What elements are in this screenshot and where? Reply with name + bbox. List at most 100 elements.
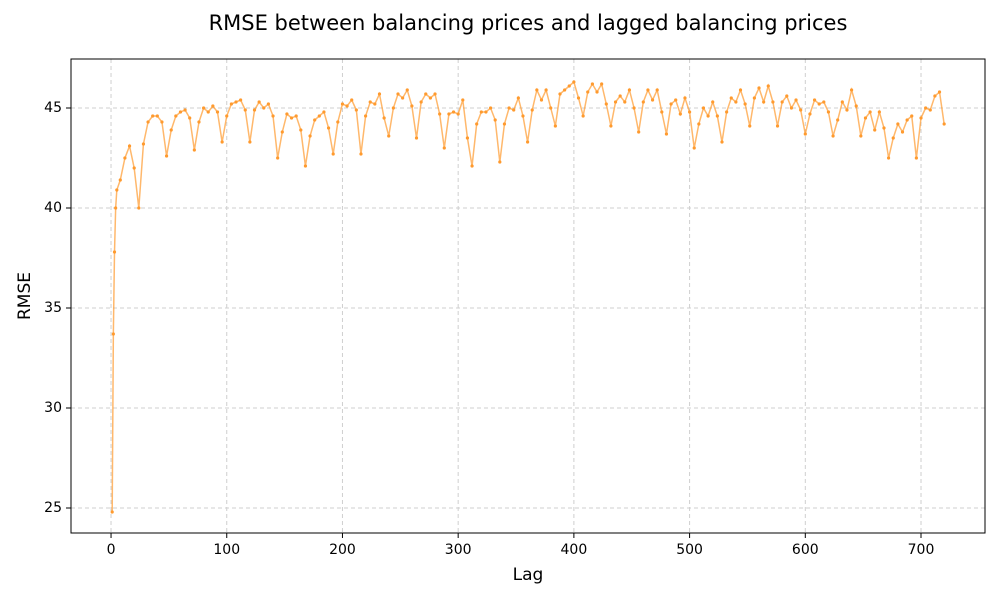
data-point: [308, 134, 312, 138]
data-point: [868, 110, 872, 114]
data-point: [461, 98, 465, 102]
data-point: [618, 94, 622, 98]
data-point: [211, 104, 215, 108]
data-point: [141, 142, 146, 146]
data-point: [887, 156, 891, 160]
data-point: [475, 122, 479, 126]
data-point: [243, 108, 247, 112]
data-point: [465, 136, 470, 140]
data-point: [641, 100, 645, 104]
data-point: [766, 84, 770, 88]
data-point: [757, 86, 761, 90]
data-point: [822, 100, 826, 104]
data-point: [438, 112, 442, 116]
data-point: [655, 88, 659, 92]
data-point: [660, 110, 664, 114]
data-point: [188, 116, 192, 120]
data-point: [831, 134, 835, 138]
x-tick-label: 600: [792, 542, 819, 558]
data-point: [687, 110, 692, 114]
data-point: [303, 164, 308, 168]
data-point: [720, 140, 724, 144]
data-point: [572, 80, 576, 84]
data-point: [905, 118, 909, 122]
data-point: [276, 156, 280, 160]
data-point: [493, 118, 497, 122]
data-point: [132, 166, 136, 170]
data-point: [424, 92, 428, 96]
data-point: [220, 140, 224, 144]
data-point: [632, 106, 636, 110]
x-tick-label: 100: [213, 542, 240, 558]
data-point: [609, 124, 613, 128]
data-point: [762, 100, 766, 104]
data-point: [215, 110, 220, 114]
data-point: [396, 92, 400, 96]
data-point: [115, 188, 119, 192]
data-point: [345, 104, 349, 108]
data-point: [854, 104, 858, 108]
data-point: [928, 108, 932, 112]
data-point: [914, 156, 918, 160]
data-point: [706, 114, 710, 118]
data-point: [674, 98, 678, 102]
data-point: [734, 100, 738, 104]
y-tick-label: 35: [44, 300, 62, 316]
data-point: [877, 110, 881, 114]
data-point: [535, 88, 539, 92]
data-point: [456, 112, 460, 116]
data-point: [646, 88, 650, 92]
data-point: [359, 152, 363, 156]
data-point: [738, 88, 743, 92]
data-point: [613, 100, 618, 104]
data-point: [873, 128, 877, 132]
data-point: [845, 108, 849, 112]
data-point: [169, 128, 173, 132]
data-point: [123, 156, 127, 160]
data-point: [789, 106, 794, 110]
data-point: [780, 100, 784, 104]
data-point: [183, 108, 187, 112]
data-point: [799, 108, 803, 112]
data-point: [530, 108, 534, 112]
data-point: [401, 96, 405, 100]
data-point: [516, 96, 520, 100]
data-point: [678, 112, 682, 116]
data-point: [340, 102, 345, 106]
data-point: [937, 90, 942, 94]
data-point: [289, 116, 294, 120]
plot-frame: [70, 58, 986, 534]
data-point: [812, 98, 817, 102]
data-point: [525, 140, 530, 144]
data-point: [350, 98, 354, 102]
data-point: [817, 102, 821, 106]
data-point: [595, 90, 599, 94]
data-point: [692, 146, 696, 150]
data-point: [669, 102, 673, 106]
data-point: [363, 114, 368, 118]
data-point: [234, 100, 238, 104]
data-point: [266, 102, 271, 106]
data-point: [114, 206, 118, 210]
data-point: [808, 112, 812, 116]
data-point: [729, 96, 733, 100]
data-point: [110, 510, 114, 514]
data-point: [294, 114, 298, 118]
data-point: [803, 132, 807, 136]
data-point: [488, 106, 493, 110]
data-point: [697, 122, 701, 126]
data-point: [206, 110, 210, 114]
data-point: [368, 100, 372, 104]
data-point: [470, 164, 474, 168]
data-point: [683, 96, 687, 100]
data-point: [280, 130, 284, 134]
data-point: [146, 120, 150, 124]
data-point: [512, 108, 516, 112]
data-point: [882, 126, 886, 130]
data-point: [502, 122, 507, 126]
y-tick-label: 45: [44, 100, 62, 116]
data-point: [433, 92, 437, 96]
data-point: [414, 136, 419, 140]
data-point: [127, 144, 132, 148]
